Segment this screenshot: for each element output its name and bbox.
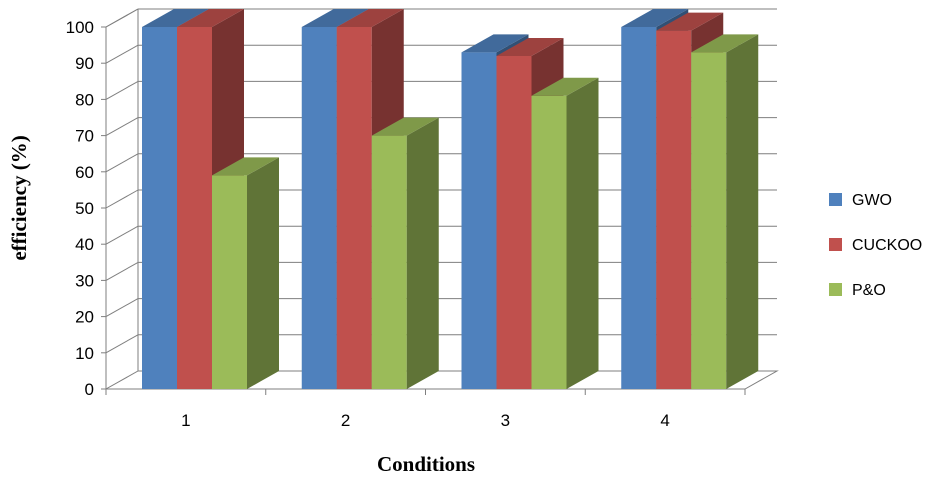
bar-top: [371, 117, 439, 136]
bar-front: [177, 27, 212, 389]
bar-top: [301, 9, 369, 27]
bar-front: [301, 27, 337, 389]
bar-side: [247, 157, 279, 389]
gridline-side: [105, 189, 139, 209]
y-tick-label: 70: [75, 127, 94, 146]
legend-label: CUCKOO: [852, 237, 922, 254]
bar-front: [142, 27, 177, 389]
gridline-side: [105, 261, 139, 281]
bar-front: [371, 135, 407, 389]
bars: [142, 9, 759, 390]
bar: [212, 157, 279, 389]
bar-front: [691, 52, 727, 390]
top-edge: [105, 8, 139, 28]
x-tick-label: 1: [181, 411, 190, 430]
legend-label: P&O: [852, 282, 886, 299]
bar-top: [212, 157, 279, 176]
y-tick-label: 80: [75, 90, 94, 109]
bar-top: [621, 9, 689, 27]
bar: [371, 117, 439, 389]
y-tick-label: 10: [75, 344, 94, 363]
legend-swatch: [829, 238, 842, 251]
bar-front: [496, 55, 532, 390]
bar-front: [656, 30, 692, 390]
y-tick-label: 100: [66, 18, 94, 37]
bar-top: [656, 12, 724, 31]
bar: [531, 77, 599, 389]
gridline-side: [105, 44, 139, 64]
legend: GWO CUCKOO P&O: [829, 192, 922, 299]
bar: [691, 34, 759, 390]
bar-front: [212, 175, 247, 389]
y-tick-label: 40: [75, 235, 94, 254]
legend-swatch: [829, 193, 842, 206]
gridline-side: [105, 334, 139, 354]
legend-swatch: [829, 283, 842, 296]
bar-side: [406, 117, 439, 389]
bar-top: [496, 37, 564, 56]
bar-front: [531, 95, 567, 389]
y-tick-label: 60: [75, 163, 94, 182]
gridline-side: [105, 298, 139, 318]
gridline-side: [105, 153, 139, 173]
y-tick-label: 0: [85, 380, 94, 399]
x-tick-labels: 1 2 3 4: [181, 411, 670, 430]
x-tick-label: 2: [341, 411, 350, 430]
bar-front: [461, 52, 497, 390]
bar-top: [461, 34, 529, 53]
y-tick-label: 30: [75, 271, 94, 290]
bar-side: [726, 34, 759, 390]
y-tick-label: 20: [75, 308, 94, 327]
gridline-side: [105, 225, 139, 245]
axes: [101, 8, 746, 395]
bar-top: [691, 34, 759, 53]
x-axis-title: Conditions: [377, 452, 475, 476]
bar-top: [142, 9, 209, 27]
bar-top: [336, 9, 404, 27]
legend-label: GWO: [852, 192, 892, 209]
bar-front: [336, 27, 372, 389]
y-tick-label: 50: [75, 199, 94, 218]
y-tick-labels: 0 10 20 30 40 50 60 70 80 90 100: [66, 18, 94, 399]
y-axis-title: efficiency (%): [7, 135, 31, 260]
gridline-side: [105, 80, 139, 100]
y-tick-label: 90: [75, 54, 94, 73]
bar-top: [177, 9, 244, 27]
gridline-side: [105, 117, 139, 137]
x-tick-label: 4: [660, 411, 669, 430]
bar-side: [566, 77, 599, 389]
bar-top: [531, 77, 599, 96]
x-tick-label: 3: [501, 411, 510, 430]
bar-front: [621, 27, 657, 389]
